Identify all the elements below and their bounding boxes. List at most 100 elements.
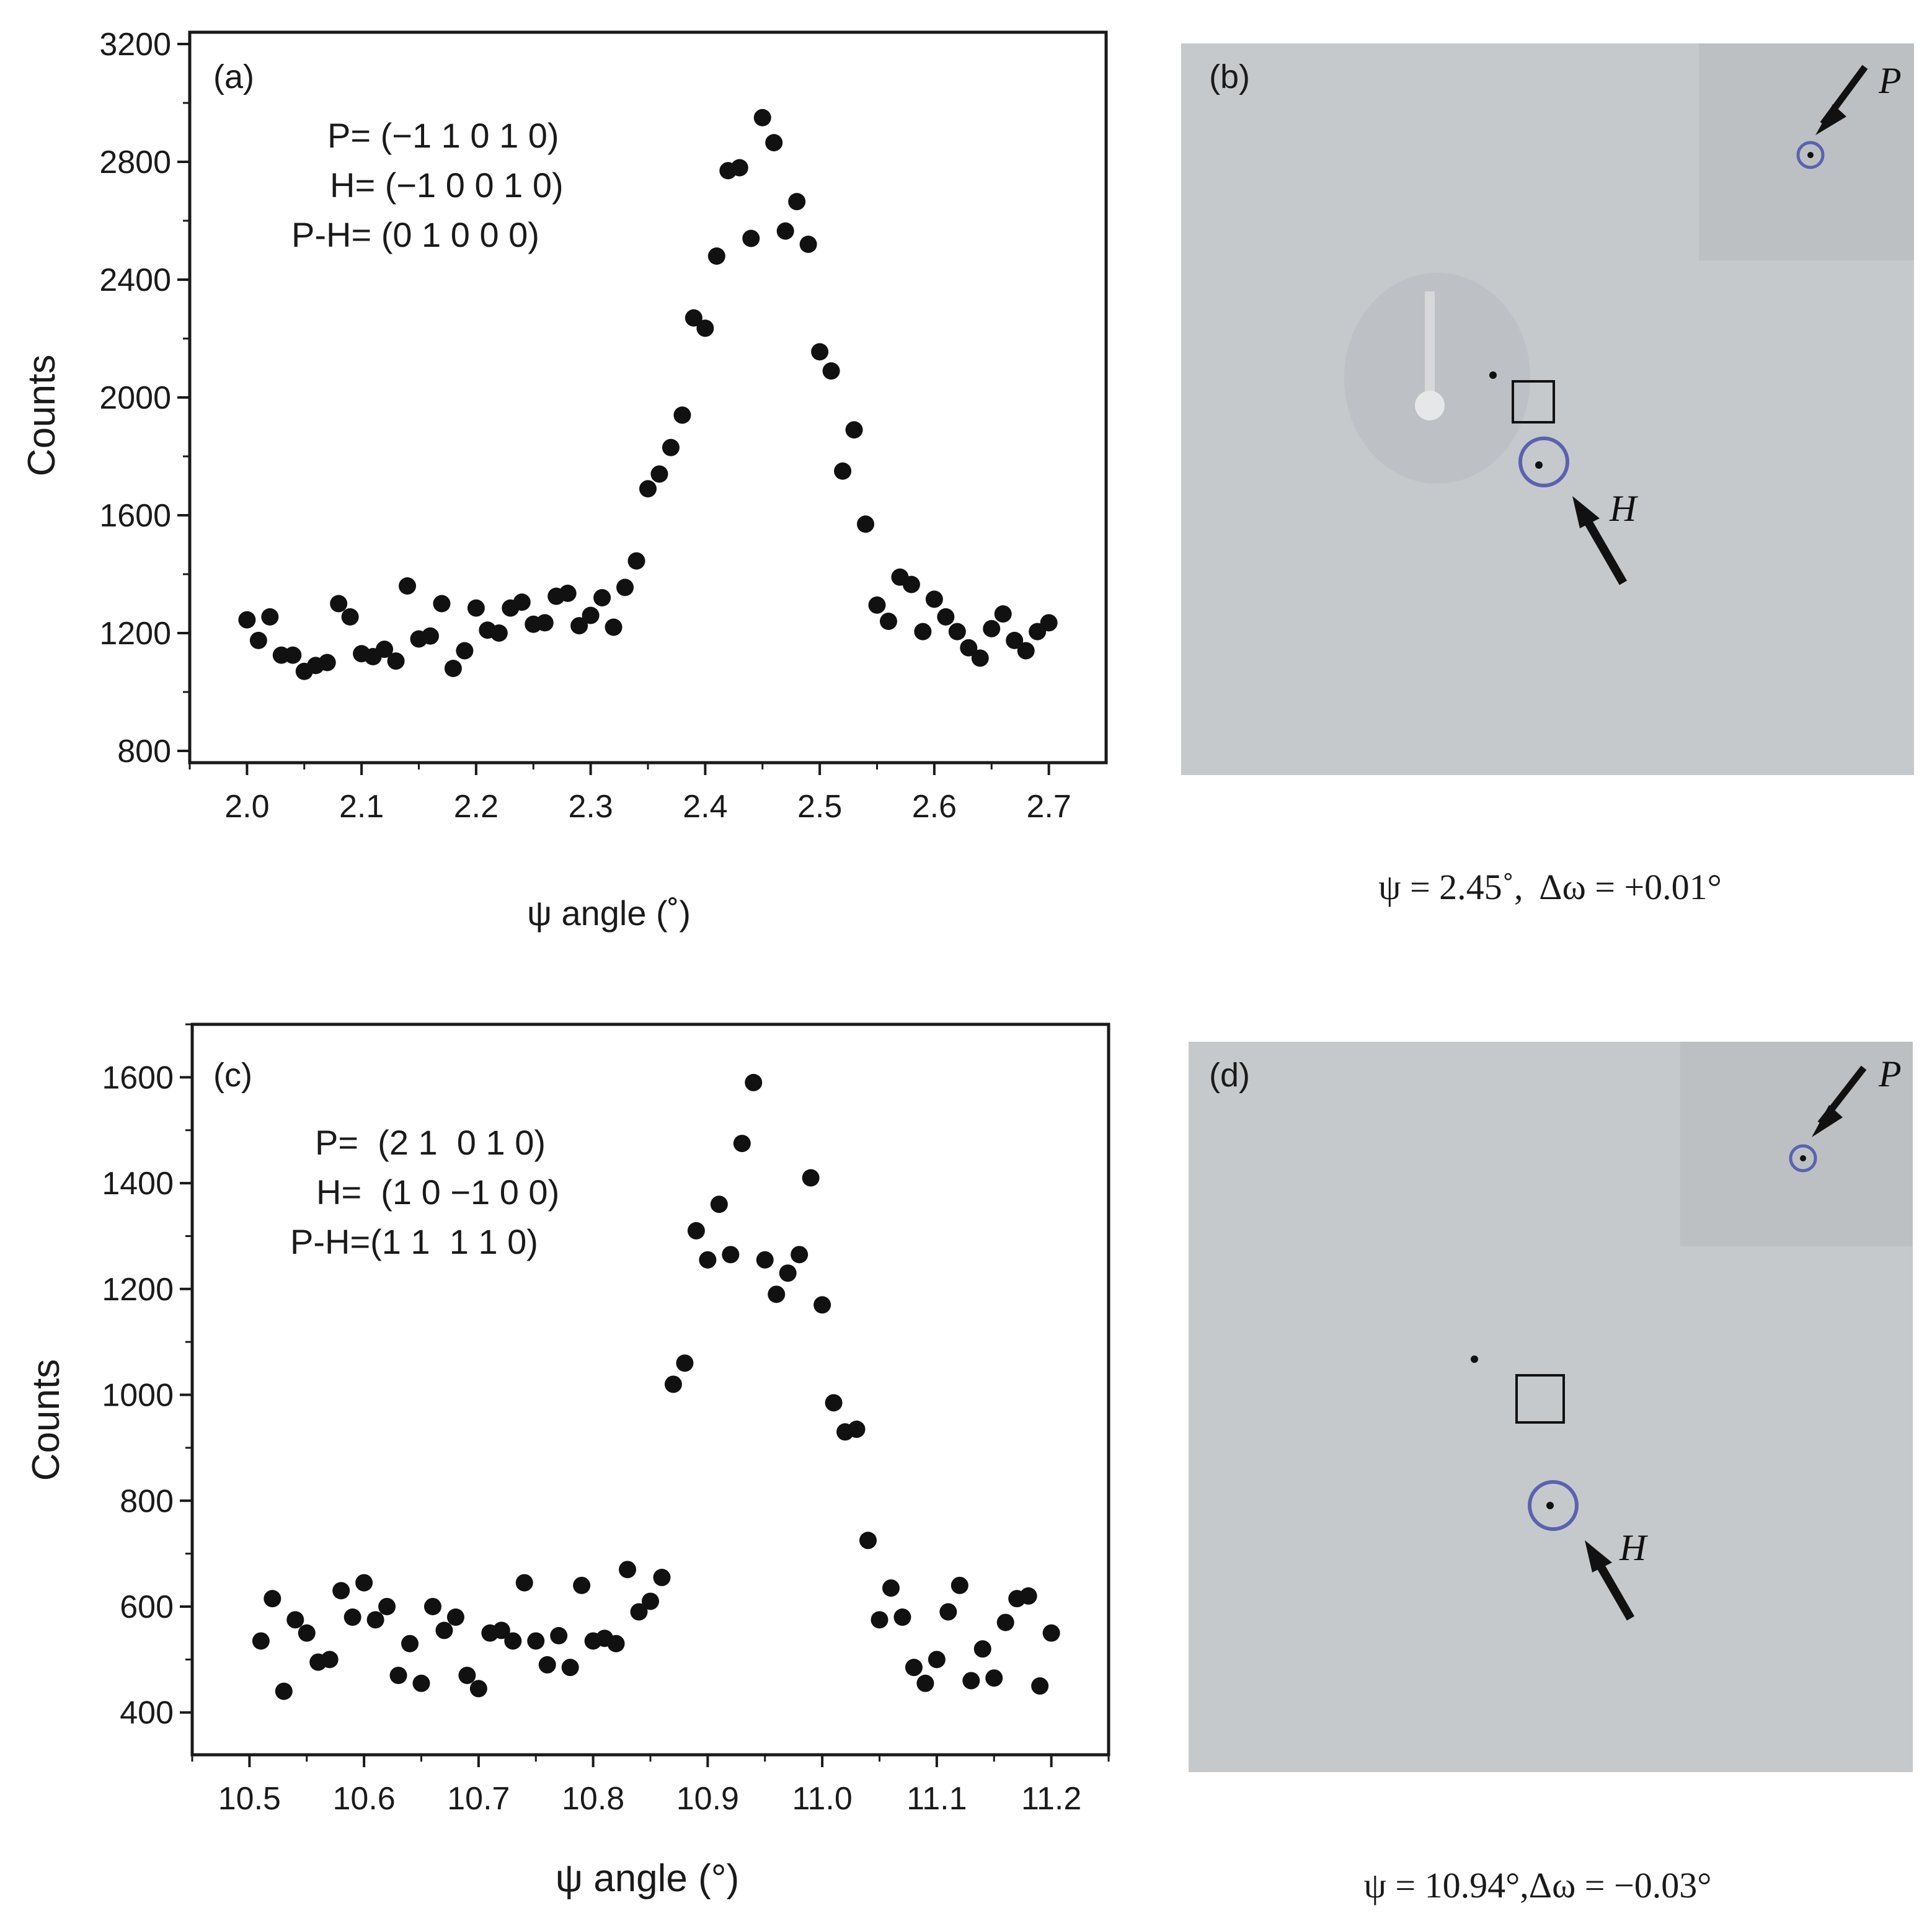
data-point: [916, 1674, 934, 1692]
detector-b-inset: [1699, 43, 1914, 260]
data-point: [845, 421, 863, 439]
data-point: [378, 1597, 396, 1615]
x-tick-label: 10.5: [218, 1781, 281, 1817]
data-point: [1031, 1677, 1049, 1695]
data-point: [928, 1651, 946, 1669]
data-point: [627, 552, 645, 570]
chart-c-panel-label: (c): [213, 1057, 252, 1094]
y-tick-label: 600: [120, 1589, 174, 1625]
data-point: [811, 343, 829, 361]
data-point: [857, 515, 875, 533]
data-point: [561, 1659, 579, 1677]
detector-d-spot-1: [1471, 1355, 1478, 1363]
data-point: [605, 618, 623, 636]
x-tick-label: 2.6: [912, 789, 957, 825]
data-point: [275, 1682, 293, 1700]
data-point: [456, 642, 474, 660]
data-point: [825, 1394, 843, 1412]
chart-c-x-tick-labels: 10.5 10.6 10.7 10.8 10.9 11.0 11.1 11.2: [218, 1781, 1082, 1817]
data-point: [343, 1608, 361, 1626]
chart-c-annotation-ph: P-H=(1 1 1 1 0): [290, 1222, 538, 1261]
data-point: [570, 617, 588, 635]
data-point: [937, 608, 955, 626]
data-point: [619, 1561, 637, 1579]
data-point: [948, 623, 966, 641]
data-point: [722, 1246, 740, 1264]
chart-c-annotation-p: P= (2 1 0 1 0): [315, 1123, 546, 1162]
data-point: [412, 1674, 430, 1692]
data-point: [616, 579, 634, 597]
detector-d-search-box: [1515, 1374, 1565, 1424]
data-point: [433, 595, 451, 613]
y-tick-label: 800: [120, 1483, 174, 1519]
data-point: [607, 1634, 625, 1652]
detector-b-marker-h: H: [1609, 488, 1639, 529]
data-point: [893, 1608, 911, 1626]
data-point: [802, 1169, 820, 1187]
data-point: [779, 1264, 797, 1282]
detector-d-arrow-h-head: [1585, 1540, 1612, 1572]
chart-c-points: [252, 1073, 1060, 1700]
data-point: [355, 1574, 373, 1592]
data-point: [673, 406, 691, 424]
data-point: [939, 1603, 957, 1621]
data-point: [642, 1592, 659, 1610]
y-tick-label: 3200: [99, 27, 171, 63]
detector-d-marker-h: H: [1619, 1527, 1649, 1568]
data-point: [871, 1611, 888, 1629]
data-point: [765, 134, 783, 152]
chart-c-annotation-h: H= (1 0 −1 0 0): [316, 1173, 559, 1212]
data-point: [699, 1251, 717, 1269]
data-point: [768, 1285, 786, 1303]
data-point: [321, 1651, 339, 1669]
data-point: [490, 624, 508, 642]
x-tick-label: 2.2: [454, 789, 499, 825]
x-tick-label: 11.0: [792, 1781, 852, 1817]
data-point: [573, 1576, 591, 1594]
chart-a-panel-label: (a): [213, 58, 254, 95]
chart-a-x-tick-labels: 2.0 2.1 2.2 2.3 2.4 2.5 2.6 2.7: [224, 789, 1071, 825]
data-point: [593, 589, 611, 606]
data-point: [664, 1375, 682, 1393]
detector-b-search-box: [1512, 380, 1555, 424]
chart-a-x-axis-label: ψ angle (˚): [527, 894, 691, 933]
data-point: [376, 641, 394, 659]
data-point: [650, 465, 668, 483]
data-point: [733, 1135, 751, 1153]
detector-d-h-circle: [1528, 1480, 1579, 1531]
data-point: [983, 619, 1001, 637]
detector-d-arrow-h: [1594, 1560, 1635, 1621]
data-point: [366, 1611, 384, 1629]
chart-a-annotation-h: H= (−1 0 0 1 0): [330, 166, 564, 205]
detector-d-inset-spot-circle: [1789, 1144, 1817, 1173]
detector-b-arrow-p-head: [1815, 104, 1846, 135]
y-tick-label: 1600: [99, 498, 171, 534]
data-point: [284, 646, 302, 664]
caption-b: ψ = 2.45˚, Δω = +0.01°: [1378, 867, 1722, 907]
data-point: [813, 1296, 831, 1314]
data-point: [791, 1246, 809, 1264]
data-point: [467, 599, 485, 617]
detector-image-b: P H (b): [1181, 43, 1914, 775]
detector-b-inset-spot: [1807, 152, 1814, 158]
detector-d-spot-h: [1546, 1502, 1554, 1509]
data-point: [848, 1421, 866, 1439]
data-point: [582, 606, 600, 624]
y-tick-label: 2400: [99, 262, 171, 298]
detector-b-spot-1: [1489, 371, 1497, 379]
data-point: [687, 1222, 705, 1240]
data-point: [458, 1666, 476, 1684]
x-tick-label: 2.4: [683, 789, 727, 825]
detector-b-beamstop-arm: [1425, 291, 1435, 397]
data-point: [252, 1632, 270, 1650]
data-point: [742, 229, 760, 247]
data-point: [261, 608, 279, 626]
data-point: [859, 1532, 877, 1550]
data-point: [446, 1608, 464, 1626]
chart-a-y-axis-label: Counts: [20, 355, 63, 476]
data-point: [1019, 1587, 1037, 1605]
data-point: [868, 596, 886, 614]
y-tick-label: 1600: [102, 1060, 174, 1096]
x-tick-label: 10.7: [447, 1781, 510, 1817]
data-point: [834, 462, 852, 480]
